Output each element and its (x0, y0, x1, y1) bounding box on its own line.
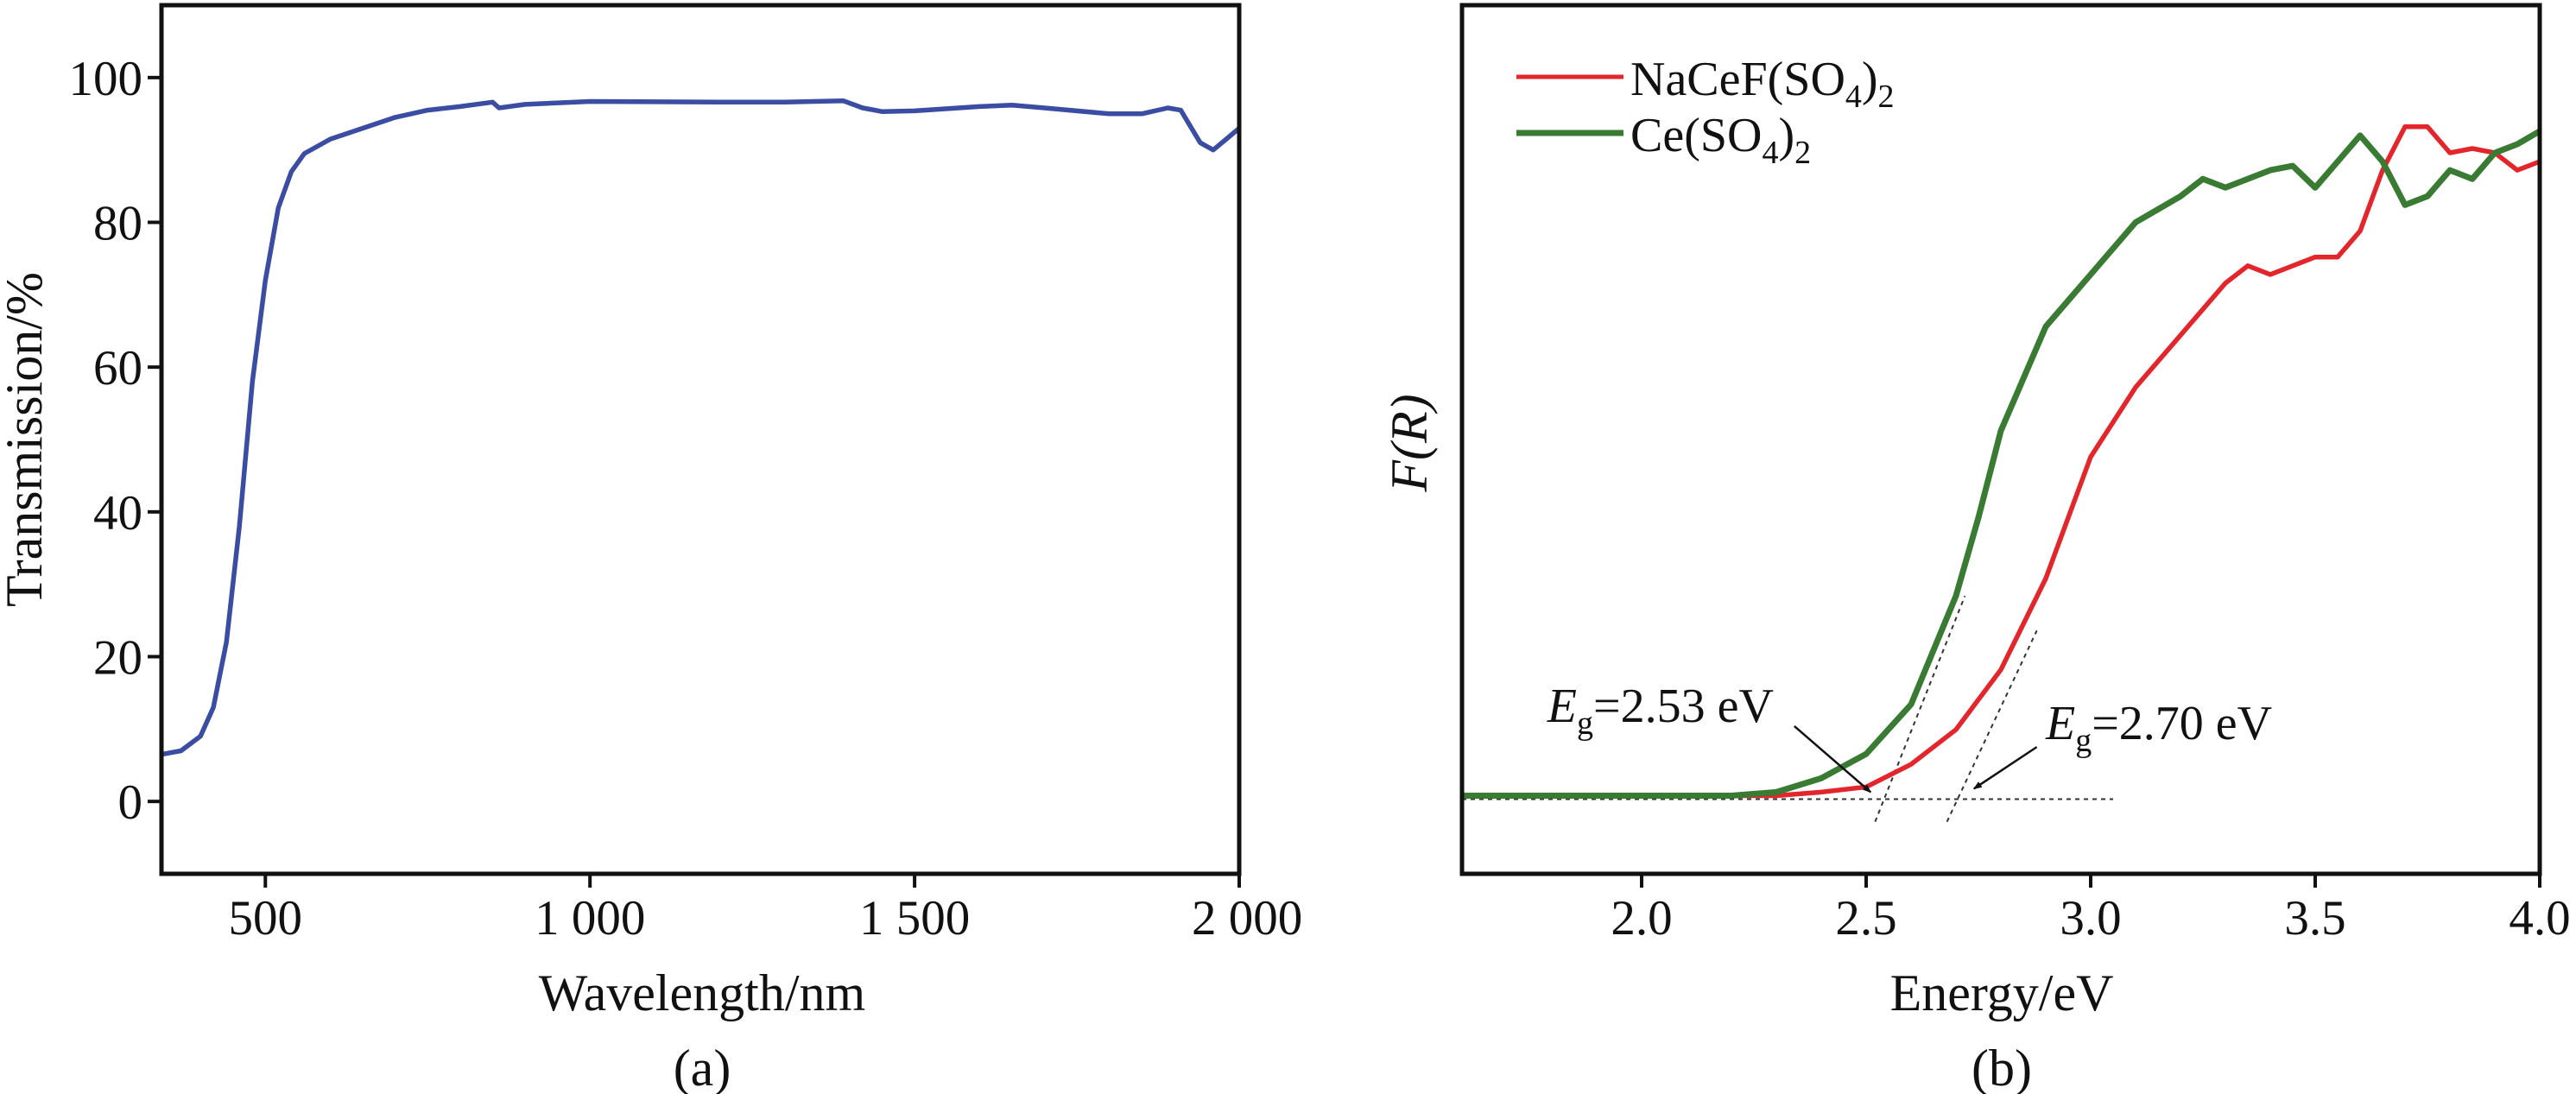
x-tick-label: 1 000 (535, 891, 645, 945)
panel-label-a: (a) (674, 1040, 731, 1094)
plot-area (161, 98, 1241, 757)
x-tick-label: 3.0 (2060, 891, 2121, 945)
y-tick-label: 100 (69, 52, 143, 106)
axis-ticks: 2.0 2.5 3.0 3.5 4.0 (1611, 874, 2571, 945)
x-tick-label: 500 (229, 891, 303, 945)
x-axis-title: Energy/eV (1890, 964, 2114, 1021)
x-tick-label: 2.0 (1611, 891, 1672, 945)
legend-label-ce-so4-2: Ce(SO4)2 (1630, 109, 1811, 171)
annotation-arrow (1793, 725, 1872, 794)
y-tick-label: 40 (93, 486, 142, 541)
legend: NaCeF(SO4)2 Ce(SO4)2 (1516, 53, 1895, 171)
tangent-line (1946, 629, 2038, 823)
axis-ticks: 500 1 000 1 500 2 000 0 20 40 60 80 100 (69, 52, 1303, 945)
x-tick-label: 4.0 (2509, 891, 2570, 945)
x-tick-label: 2 000 (1192, 891, 1302, 945)
legend-label-nacef-so4-2: NaCeF(SO4)2 (1630, 53, 1895, 115)
y-axis-title: Transmission/% (0, 272, 53, 607)
annotations: Eg=2.53 eV Eg=2.70 eV (1547, 680, 2272, 794)
y-tick-label: 0 (118, 775, 143, 830)
plot-frame (159, 3, 1242, 876)
tangent-line (1874, 595, 1966, 823)
series-line-ce-so4-2 (1462, 128, 2541, 799)
panel-label-b: (b) (1972, 1040, 2032, 1094)
x-tick-label: 1 500 (859, 891, 970, 945)
y-tick-label: 60 (93, 341, 142, 395)
band-gap-label-1: Eg=2.53 eV (1547, 680, 1774, 742)
annotation-arrow (1972, 746, 2038, 790)
y-tick-label: 20 (93, 631, 142, 686)
plot-frame (1459, 3, 2542, 876)
x-tick-label: 3.5 (2284, 891, 2345, 945)
y-tick-label: 80 (93, 197, 142, 251)
band-gap-chart: 2.0 2.5 3.0 3.5 4.0 Energy/eV F(R) (b) NaCeF… (1381, 3, 2571, 1094)
series-line-transmission (161, 98, 1241, 757)
series-line-nacef-so4-2 (1462, 124, 2541, 799)
x-tick-label: 2.5 (1835, 891, 1896, 945)
plot-area (1462, 124, 2541, 799)
band-gap-label-2: Eg=2.70 eV (2045, 697, 2272, 759)
x-axis-title: Wavelength/nm (539, 964, 865, 1021)
y-axis-title: F(R) (1381, 394, 1438, 492)
tangent-guides (1462, 595, 2113, 823)
transmission-chart: 500 1 000 1 500 2 000 0 20 40 60 80 100 Wavelengt… (0, 3, 1303, 1094)
